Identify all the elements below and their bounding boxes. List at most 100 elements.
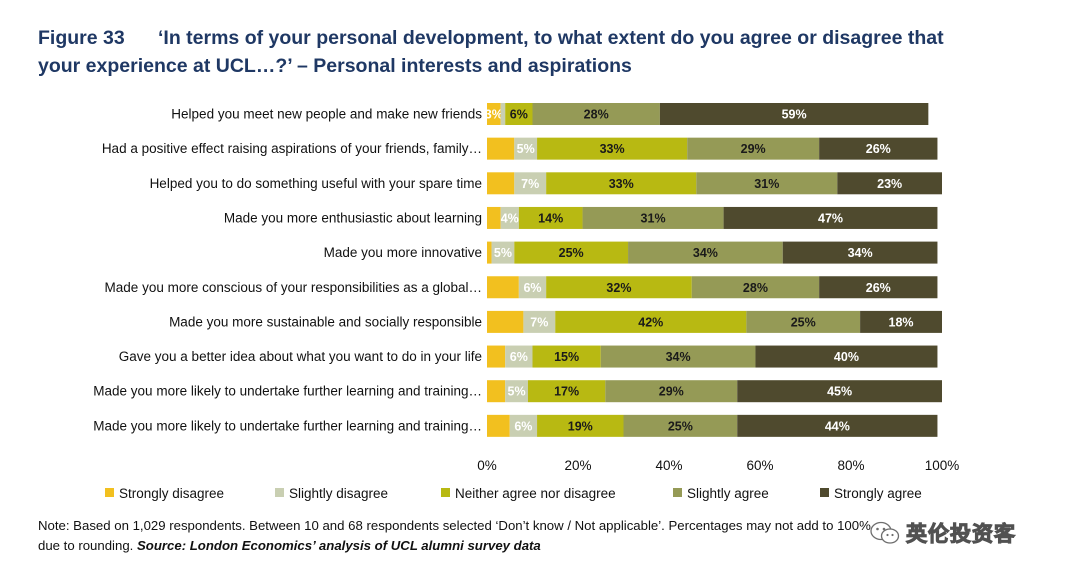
figure-number: Figure 33 <box>38 27 125 49</box>
category-label: Had a positive effect raising aspiration… <box>102 141 482 156</box>
bar-segment <box>487 310 524 333</box>
data-label: 7% <box>530 315 548 329</box>
category-label: Made you more sustainable and socially r… <box>169 314 482 329</box>
category-label: Helped you to do something useful with y… <box>150 176 482 191</box>
bar-segment <box>582 206 724 229</box>
data-label: 59% <box>782 108 807 122</box>
x-tick-label: 20% <box>564 458 591 473</box>
data-label: 29% <box>741 142 766 156</box>
data-label: 33% <box>609 177 634 191</box>
x-tick-label: 40% <box>655 458 682 473</box>
legend-swatch <box>441 488 450 497</box>
data-label: 31% <box>641 211 666 225</box>
bar-segment <box>527 380 606 403</box>
bar-segment <box>487 380 506 403</box>
bar-segment <box>509 414 538 437</box>
bar-segment <box>487 276 519 299</box>
legend-swatch <box>105 488 114 497</box>
bar-segment <box>532 345 601 368</box>
data-label: 5% <box>494 246 512 260</box>
bar-segment <box>487 172 515 195</box>
figure-note: Note: Based on 1,029 respondents. Betwee… <box>38 516 1038 556</box>
bar-segment <box>737 380 942 403</box>
bar-segment <box>514 241 629 264</box>
bar-segment <box>819 137 938 160</box>
data-label: 42% <box>638 315 663 329</box>
data-label: 7% <box>521 177 539 191</box>
data-label: 26% <box>866 142 891 156</box>
bar-segment <box>537 137 688 160</box>
bar-segment <box>537 414 624 437</box>
data-label: 32% <box>606 281 631 295</box>
data-label: 4% <box>501 211 519 225</box>
bar-segment <box>514 137 538 160</box>
category-label: Made you more conscious of your responsi… <box>105 280 482 295</box>
data-label: 14% <box>538 211 563 225</box>
bar-segment <box>555 310 747 333</box>
data-label: 6% <box>510 350 528 364</box>
bar-segment <box>505 345 533 368</box>
data-label: 28% <box>743 281 768 295</box>
bar-segment <box>532 103 660 125</box>
category-label: Made you more enthusiastic about learnin… <box>224 210 482 225</box>
data-label: 5% <box>517 142 535 156</box>
bar-segment <box>837 172 942 195</box>
bar-segment <box>523 310 556 333</box>
watermark: 英伦投资客 <box>870 518 1016 548</box>
legend-label: Strongly agree <box>834 486 922 501</box>
bar-segment <box>746 310 861 333</box>
data-label: 31% <box>754 177 779 191</box>
bar-segment <box>500 103 506 125</box>
data-label: 34% <box>693 246 718 260</box>
data-label: 5% <box>508 385 526 399</box>
data-label: 40% <box>834 350 859 364</box>
data-label: 3% <box>485 108 503 122</box>
bar-segment <box>500 206 519 229</box>
data-label: 6% <box>514 419 532 433</box>
x-tick-label: 80% <box>837 458 864 473</box>
bar-segment <box>487 414 510 437</box>
data-label: 45% <box>827 385 852 399</box>
bar-segment <box>623 414 738 437</box>
data-label: 19% <box>568 419 593 433</box>
bar-segment <box>518 206 583 229</box>
bar-segment <box>514 172 547 195</box>
data-label: 33% <box>600 142 625 156</box>
data-label: 26% <box>866 281 891 295</box>
bar-segment <box>860 310 942 333</box>
bar-segment <box>487 103 501 125</box>
legend-swatch <box>275 488 284 497</box>
legend-label: Slightly agree <box>687 486 769 501</box>
bar-segment <box>659 103 929 125</box>
bar-segment <box>487 137 515 160</box>
data-label: 47% <box>818 211 843 225</box>
bar-segment <box>546 172 697 195</box>
legend-label: Strongly disagree <box>119 486 224 501</box>
bar-segment <box>696 172 838 195</box>
bar-segment <box>819 276 938 299</box>
category-label: Helped you meet new people and make new … <box>171 107 482 122</box>
data-label: 28% <box>584 108 609 122</box>
bar-segment <box>487 345 506 368</box>
bar-segment <box>487 206 501 229</box>
data-label: 25% <box>791 315 816 329</box>
category-label: Made you more likely to undertake furthe… <box>93 418 482 433</box>
legend-label: Neither agree nor disagree <box>455 486 616 501</box>
bar-segment <box>505 103 533 125</box>
stacked-bar-chart: Helped you meet new people and make new … <box>93 103 959 501</box>
bar-segment <box>628 241 783 264</box>
bar-segment <box>755 345 938 368</box>
x-tick-label: 0% <box>477 458 497 473</box>
bar-segment <box>723 206 938 229</box>
data-label: 34% <box>666 350 691 364</box>
data-label: 15% <box>554 350 579 364</box>
note-source: Source: London Economics’ analysis of UC… <box>136 538 541 553</box>
bar-segment <box>782 241 938 264</box>
bar-segment <box>605 380 738 403</box>
bar-segment <box>518 276 547 299</box>
data-label: 18% <box>889 315 914 329</box>
x-tick-label: 60% <box>746 458 773 473</box>
watermark-text: 英伦投资客 <box>906 522 1016 547</box>
data-label: 23% <box>877 177 902 191</box>
bar-segment <box>600 345 756 368</box>
